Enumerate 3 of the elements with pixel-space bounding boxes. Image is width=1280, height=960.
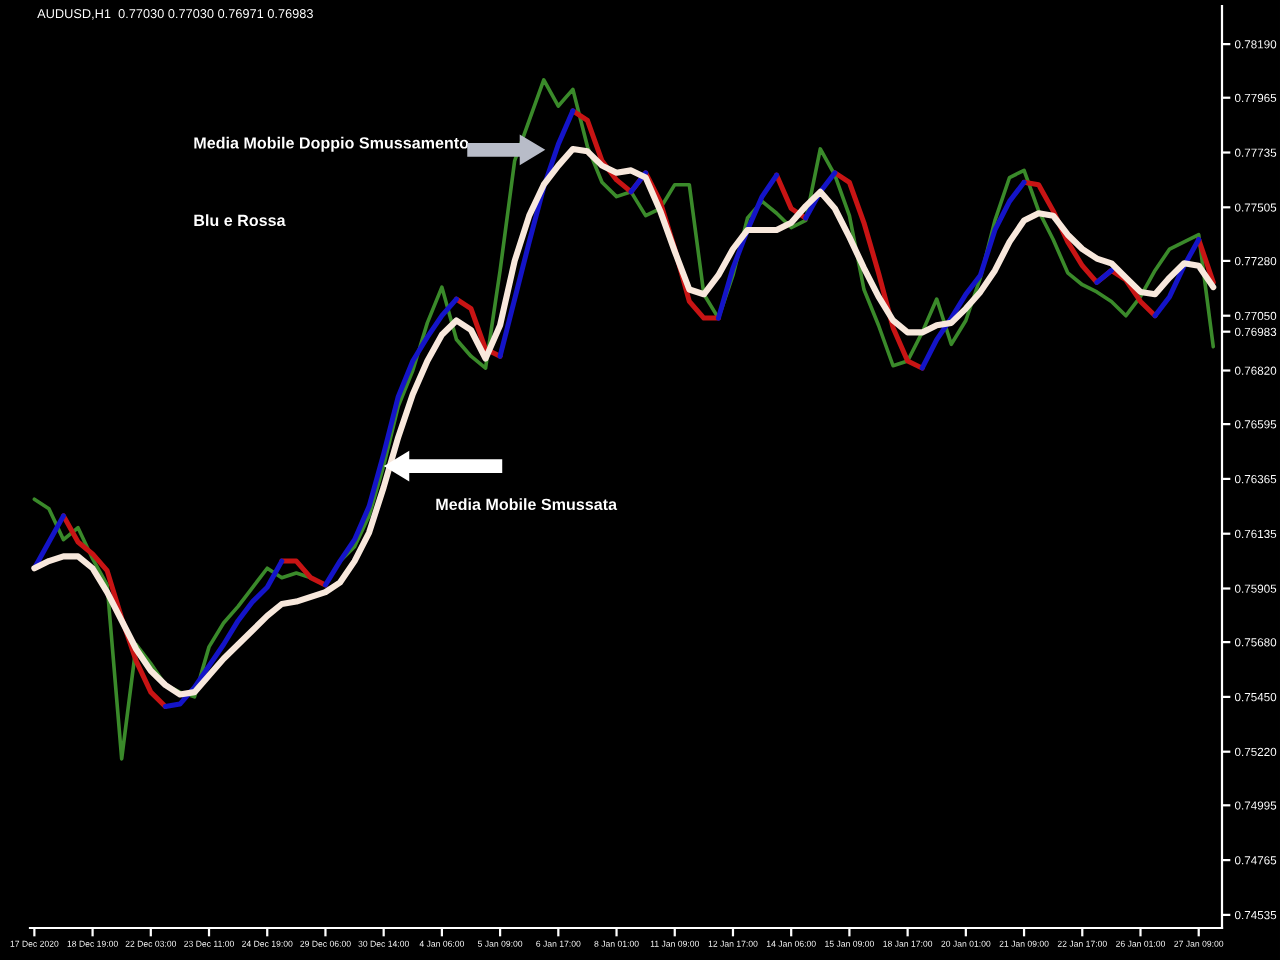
annotation: Blu e Rossa [194, 214, 286, 227]
annotation: Media Mobile Doppio Smussamento [194, 136, 469, 152]
annotation: Media Mobile Smussata [436, 498, 618, 511]
